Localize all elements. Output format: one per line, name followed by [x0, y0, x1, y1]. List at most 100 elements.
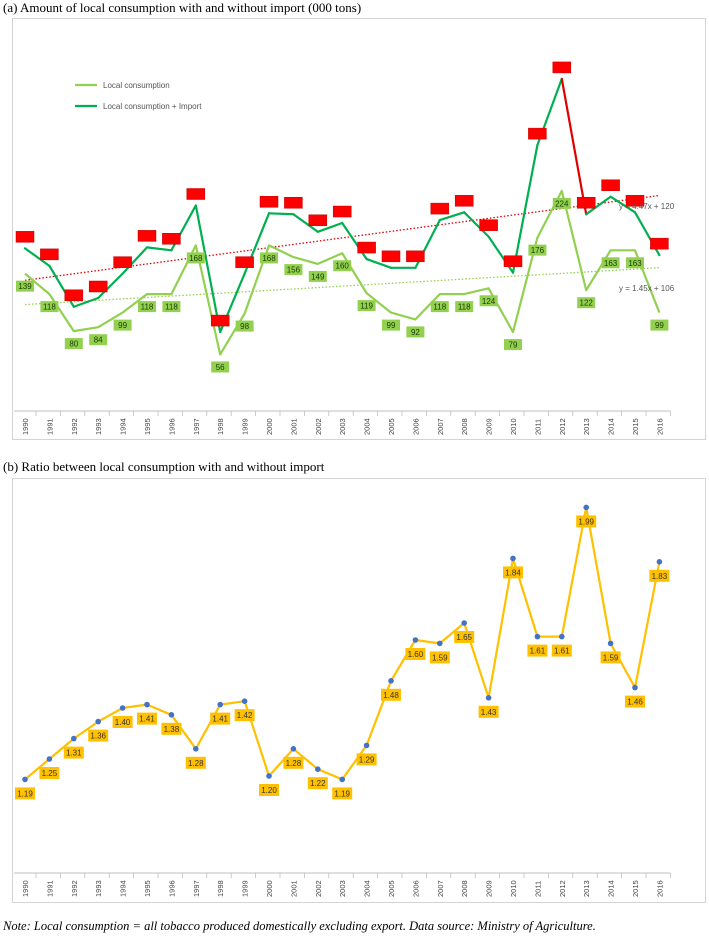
- data-label-import: [113, 256, 132, 268]
- data-label-import: [332, 205, 352, 218]
- data-point: [168, 712, 175, 718]
- chart-b-panel: 1990 1991 1992 1993 1994 1995 1996 1997 1998 1999…: [12, 478, 706, 903]
- data-label: 1.19: [17, 789, 33, 798]
- x-tick-label: 2011: [533, 881, 542, 897]
- x-tick-label: 2006: [411, 880, 420, 897]
- data-label-box: [576, 515, 597, 528]
- series-import-segment: [560, 77, 588, 216]
- chart-b-plot: 1990 1991 1992 1993 1994 1995 1996 1997 1998 1999…: [14, 504, 671, 897]
- data-label-local: 163: [604, 259, 618, 268]
- data-label-local-box: [601, 257, 620, 269]
- data-label-local-box: [479, 295, 498, 307]
- data-label-box: [234, 709, 255, 722]
- x-tick-label: 2015: [631, 880, 640, 897]
- data-point: [46, 756, 53, 762]
- x-tick-label: 1997: [192, 880, 201, 897]
- x-tick-label: 1990: [21, 880, 30, 897]
- x-tick-label: 1995: [143, 418, 152, 435]
- x-tick-label: 1994: [119, 880, 128, 897]
- data-label-local-box: [528, 244, 547, 256]
- series-import-segment: [23, 247, 51, 267]
- data-label-box: [429, 651, 450, 664]
- data-label-box: [551, 644, 572, 657]
- data-label-box: [137, 712, 157, 725]
- data-label-import: [576, 197, 596, 209]
- data-label-local: 163: [628, 259, 642, 268]
- data-label: 1.20: [261, 786, 277, 795]
- data-label-local-box: [16, 280, 34, 292]
- data-label-local-box: [650, 319, 669, 331]
- data-point: [412, 637, 419, 643]
- data-label-local-box: [455, 301, 474, 313]
- data-label-local-box: [40, 301, 59, 313]
- series-import-segment: [585, 195, 612, 216]
- series-import-segment: [365, 257, 393, 269]
- data-label-local-box: [357, 300, 376, 312]
- data-label-import: [552, 61, 572, 74]
- data-label: 1.28: [286, 759, 302, 768]
- data-label-local: 156: [287, 266, 301, 275]
- data-label-box: [625, 695, 645, 708]
- data-label-local-box: [504, 339, 522, 351]
- data-label-local-box: [235, 320, 254, 332]
- data-label-local: 118: [165, 303, 178, 312]
- series-import-segment: [341, 221, 368, 261]
- x-tick-label: 2012: [558, 418, 567, 435]
- data-point: [315, 766, 321, 772]
- data-label: 1.48: [383, 691, 399, 700]
- data-label-local-box: [113, 319, 132, 331]
- data-point: [388, 678, 394, 684]
- x-tick-label: 2008: [460, 418, 469, 435]
- x-tick-label: 1991: [45, 418, 54, 435]
- data-point: [437, 640, 443, 647]
- x-tick-label: 2010: [509, 880, 518, 897]
- x-tick-label: 1995: [143, 880, 152, 897]
- x-tick-label: 2002: [314, 880, 323, 897]
- data-label-local: 99: [118, 321, 127, 330]
- series-import-segment: [121, 246, 149, 275]
- data-label: 1.84: [505, 568, 521, 577]
- data-point: [339, 776, 346, 783]
- data-label-box: [15, 787, 35, 800]
- data-label-local-box: [626, 257, 644, 269]
- data-label-local-box: [284, 264, 303, 276]
- data-label-local-box: [333, 260, 352, 272]
- series-import-segment: [194, 204, 222, 334]
- trendline-equation-local: y = 1.45x + 106: [619, 284, 675, 293]
- x-tick-label: 2009: [485, 880, 494, 897]
- x-tick-label: 1999: [241, 880, 250, 897]
- data-point: [363, 742, 370, 749]
- x-tick-label: 2000: [265, 418, 274, 435]
- data-label: 1.28: [188, 759, 204, 768]
- x-tick-label: 1993: [94, 418, 103, 435]
- x-tick-label: 2001: [289, 880, 298, 897]
- data-label-local: 124: [482, 297, 496, 306]
- x-tick-label: 1998: [216, 418, 225, 435]
- data-label-local: 119: [360, 302, 373, 311]
- data-label-import: [15, 231, 35, 243]
- data-label-local-box: [382, 319, 400, 331]
- x-tick-label: 2006: [411, 418, 420, 435]
- data-label: 1.19: [334, 789, 350, 798]
- x-tick-label: 1992: [70, 418, 79, 435]
- x-tick-label: 1990: [21, 418, 30, 435]
- data-label-local: 176: [531, 246, 545, 255]
- x-tick-label: 2003: [338, 418, 347, 435]
- data-label-local-box: [89, 334, 108, 346]
- data-label-import: [650, 237, 669, 250]
- data-label-local-box: [406, 326, 425, 338]
- data-label-local: 118: [141, 303, 154, 312]
- data-label-import: [625, 195, 645, 207]
- chart-b-title: (b) Ratio between local consumption with…: [3, 459, 325, 474]
- data-label: 1.31: [66, 749, 82, 758]
- x-tick-label: 2004: [363, 880, 372, 897]
- series-import-segment: [438, 211, 466, 222]
- data-label: 1.25: [42, 769, 58, 778]
- x-tick-label: 2014: [607, 880, 616, 897]
- data-label: 1.43: [481, 708, 497, 717]
- series-import-segment: [97, 272, 124, 300]
- data-label-import: [406, 250, 425, 263]
- data-label: 1.99: [578, 517, 594, 526]
- data-label: 1.61: [554, 647, 570, 656]
- data-label-box: [405, 648, 426, 660]
